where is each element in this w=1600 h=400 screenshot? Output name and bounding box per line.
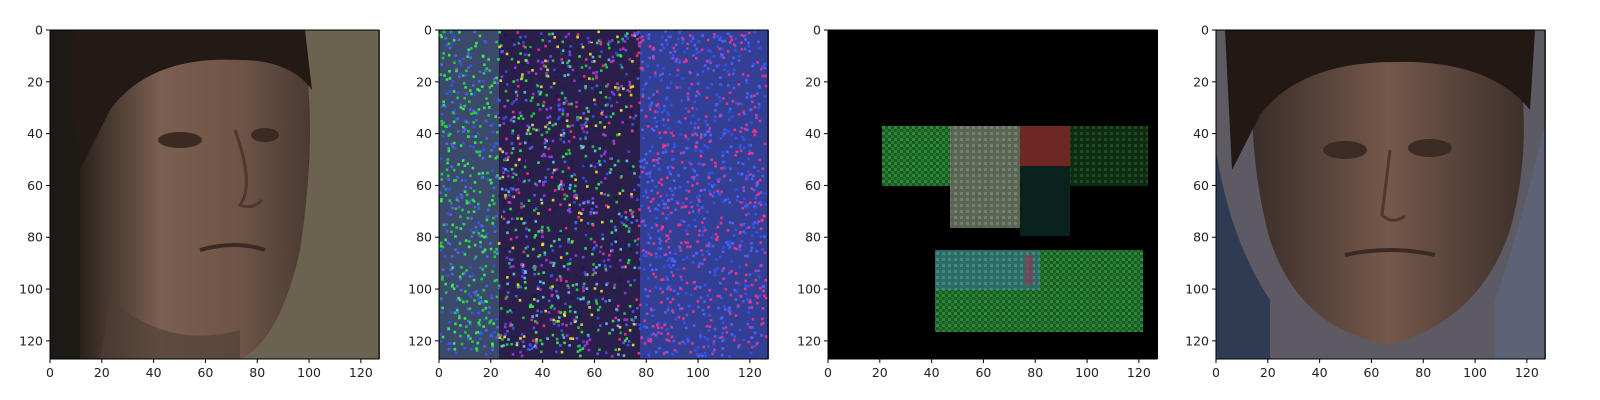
face-photo-left-x-tick-label: 100: [297, 365, 321, 380]
block-mask-y-tick-label: 100: [797, 282, 821, 297]
face-photo-left-y-tick-label: 100: [19, 282, 43, 297]
face-photo-right-y-tick-label: 80: [1193, 230, 1209, 245]
block-mask-y-tick-label: 0: [813, 23, 821, 38]
noise-map-y-tick-label: 40: [416, 126, 432, 141]
noise-map-y-tick-label: 80: [416, 230, 432, 245]
face-photo-right-x-tick-label: 20: [1260, 365, 1276, 380]
face-photo-left-y-tick-label: 120: [19, 333, 43, 348]
block-mask-x-tick-label: 0: [824, 365, 832, 380]
face-photo-right-y-tick-label: 20: [1193, 74, 1209, 89]
noise-map-x-tick-label: 0: [435, 365, 443, 380]
panel-noise-map: [439, 30, 769, 359]
block-mask-x-tick-label: 20: [872, 365, 888, 380]
noise-map-x-tick-label: 20: [483, 365, 499, 380]
block-mask-y-tick-label: 120: [797, 333, 821, 348]
noise-map-y-tick-label: 100: [408, 282, 432, 297]
face-photo-right-y-tick-label: 40: [1193, 126, 1209, 141]
block-mask-y-tick-label: 80: [805, 230, 821, 245]
face-photo-left-y-tick-label: 0: [35, 23, 43, 38]
noise-map-axes: 0 20 40 60 80 100 120 0 20 40 60 80 100 120: [408, 23, 769, 380]
noise-map-y-tick-label: 20: [416, 74, 432, 89]
face-photo-right-x-tick-label: 120: [1515, 365, 1539, 380]
block-mask-x-tick-label: 120: [1127, 365, 1151, 380]
face-photo-right-axes: 0 20 40 60 80 100 120 0 20 40 60 80 100 120: [1185, 23, 1546, 380]
block-mask-x-tick-label: 60: [975, 365, 991, 380]
noise-map-x-tick-label: 120: [738, 365, 762, 380]
noise-map-y-tick-label: 60: [416, 178, 432, 193]
block-mask-x-tick-label: 40: [924, 365, 940, 380]
noise-map-y-tick-label: 0: [424, 23, 432, 38]
panel-block-mask: [828, 30, 1158, 359]
face-photo-right-x-tick-label: 80: [1415, 365, 1431, 380]
noise-map-x-tick-label: 40: [535, 365, 551, 380]
face-photo-right-x-tick-label: 100: [1463, 365, 1487, 380]
block-mask-x-tick-label: 80: [1027, 365, 1043, 380]
face-photo-left-x-tick-label: 20: [94, 365, 110, 380]
block-mask-axes: 0 20 40 60 80 100 120 0 20 40 60 80 100 120: [797, 23, 1158, 380]
face-photo-right-x-tick-label: 40: [1312, 365, 1328, 380]
face-photo-right-y-tick-label: 120: [1185, 333, 1209, 348]
noise-map-x-tick-label: 100: [686, 365, 710, 380]
face-photo-right-image: [1216, 30, 1546, 359]
face-photo-left-x-tick-label: 120: [349, 365, 373, 380]
face-photo-left-image: [50, 30, 380, 359]
noise-map-image: [439, 30, 769, 359]
face-photo-left-y-tick-label: 40: [27, 126, 43, 141]
face-photo-right-y-tick-label: 100: [1185, 282, 1209, 297]
face-photo-left-x-tick-label: 80: [249, 365, 265, 380]
face-photo-right-x-tick-label: 60: [1363, 365, 1379, 380]
face-photo-left-x-tick-label: 60: [197, 365, 213, 380]
noise-map-y-tick-label: 120: [408, 333, 432, 348]
face-photo-left-y-tick-label: 80: [27, 230, 43, 245]
block-mask-y-tick-label: 20: [805, 74, 821, 89]
face-photo-left-axes: 0 20 40 60 80 100 120 0 20 40 60 80 100 120: [19, 23, 380, 380]
face-photo-right-y-tick-label: 0: [1201, 23, 1209, 38]
block-mask-frame: [827, 29, 1158, 360]
block-mask-x-tick-label: 100: [1075, 365, 1099, 380]
face-photo-left-x-tick-label: 0: [46, 365, 54, 380]
face-photo-left-y-tick-label: 20: [27, 74, 43, 89]
face-photo-right-y-tick-label: 60: [1193, 178, 1209, 193]
noise-map-frame: [438, 29, 769, 360]
noise-map-x-tick-label: 80: [638, 365, 654, 380]
face-photo-left-y-tick-label: 60: [27, 178, 43, 193]
face-photo-right-frame: [1215, 29, 1546, 360]
block-mask-y-tick-label: 40: [805, 126, 821, 141]
panel-face-photo-left: [50, 30, 380, 359]
face-photo-right-x-tick-label: 0: [1212, 365, 1220, 380]
block-mask-y-tick-label: 60: [805, 178, 821, 193]
face-photo-left-x-tick-label: 40: [146, 365, 162, 380]
panel-face-photo-right: [1216, 30, 1546, 359]
face-photo-left-frame: [49, 29, 380, 360]
block-mask-image: [828, 30, 1158, 359]
noise-map-x-tick-label: 60: [586, 365, 602, 380]
